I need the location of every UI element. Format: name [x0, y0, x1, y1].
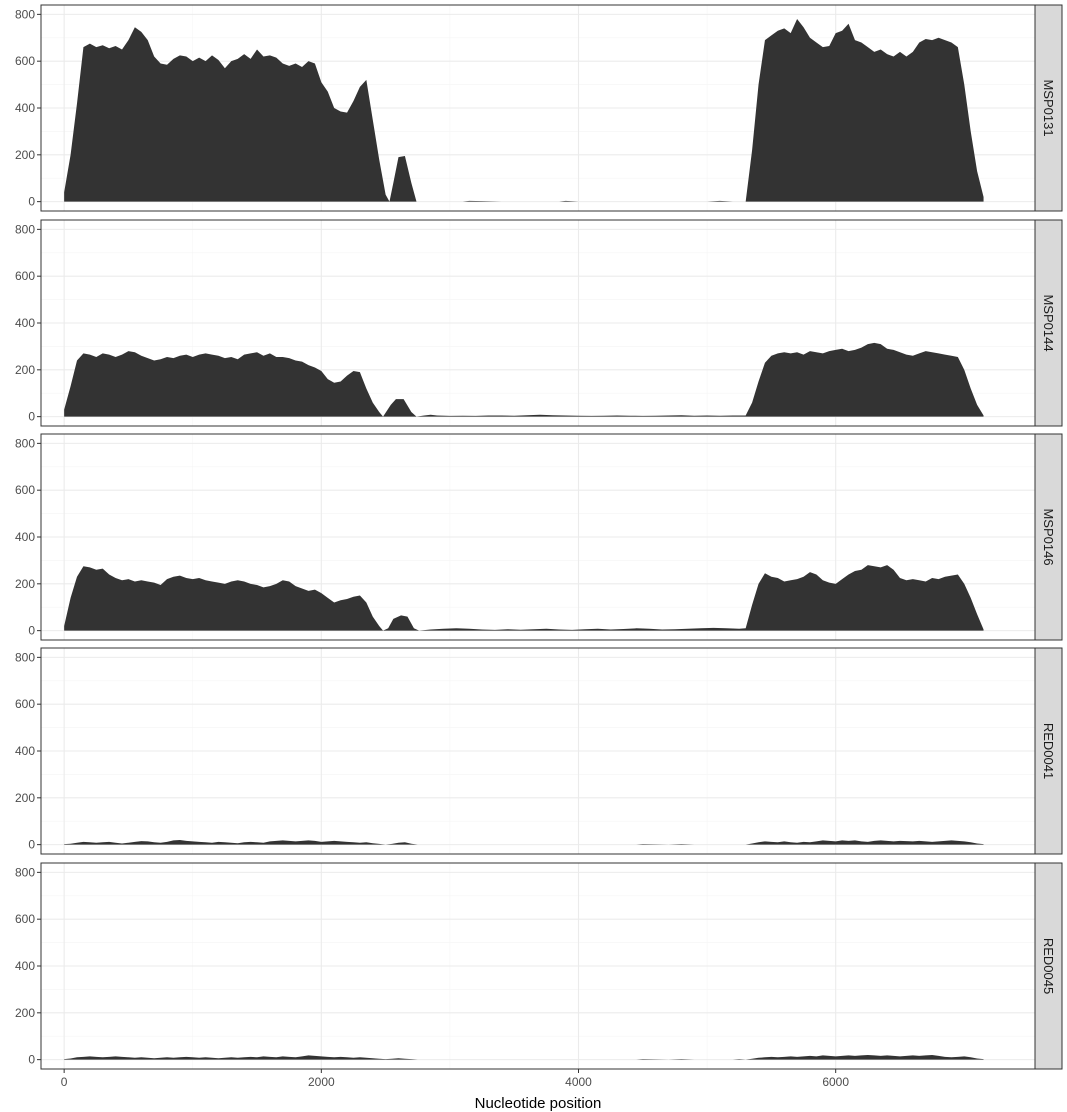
y-tick-label: 200: [15, 148, 35, 162]
y-tick-label: 0: [28, 1053, 35, 1067]
y-tick-label: 400: [15, 316, 35, 330]
y-tick-label: 800: [15, 436, 35, 450]
y-tick-label: 800: [15, 865, 35, 879]
y-tick-label: 0: [28, 195, 35, 209]
y-tick-label: 200: [15, 577, 35, 591]
facet-strip-label: MSP0144: [1041, 294, 1056, 351]
coverage-area-msp0131: [64, 19, 984, 202]
facet-panels: 0 200 400 600 800 MSP0131 0 200 400 600 800 MSP0144…: [15, 4, 1063, 1070]
y-tick-label: 600: [15, 912, 35, 926]
y-tick-label: 200: [15, 1006, 35, 1020]
y-tick-label: 600: [15, 54, 35, 68]
y-tick-label: 400: [15, 744, 35, 758]
y-tick-label: 0: [28, 410, 35, 424]
y-tick-label: 400: [15, 959, 35, 973]
facet-strip: [1034, 862, 1063, 1070]
facet-strip: [1034, 647, 1063, 855]
coverage-area-red0045: [64, 1054, 984, 1060]
y-tick-label: 600: [15, 269, 35, 283]
facet-strip: [1034, 219, 1063, 427]
y-tick-label: 800: [15, 222, 35, 236]
y-tick-label: 800: [15, 7, 35, 21]
y-tick-label: 400: [15, 101, 35, 115]
facet-panel-msp0146: 0 200 400 600 800 MSP0146: [15, 433, 1063, 641]
facet-strip-label: MSP0146: [1041, 508, 1056, 565]
x-axis-title: Nucleotide position: [475, 1095, 602, 1112]
y-tick-label: 600: [15, 483, 35, 497]
x-tick-label: 6000: [822, 1075, 849, 1089]
coverage-area-msp0144: [64, 342, 984, 417]
facet-strip: [1034, 433, 1063, 641]
y-tick-label: 800: [15, 650, 35, 664]
x-tick-label: 4000: [565, 1075, 592, 1089]
coverage-area-msp0146: [64, 565, 984, 631]
facet-strip-label: RED0041: [1041, 723, 1056, 779]
y-tick-label: 0: [28, 624, 35, 638]
y-tick-label: 600: [15, 697, 35, 711]
y-tick-label: 0: [28, 838, 35, 852]
y-tick-label: 400: [15, 530, 35, 544]
y-tick-label: 200: [15, 363, 35, 377]
facet-strip-label: MSP0131: [1041, 79, 1056, 136]
y-tick-label: 200: [15, 791, 35, 805]
x-tick-label: 2000: [308, 1075, 335, 1089]
facet-strip: [1034, 4, 1063, 212]
facet-strip-label: RED0045: [1041, 938, 1056, 994]
coverage-area-red0041: [64, 839, 984, 845]
facet-panel-msp0131: 0 200 400 600 800 MSP0131: [15, 4, 1063, 212]
x-tick-label: 0: [61, 1075, 68, 1089]
facet-panel-red0041: 0 200 400 600 800 RED0041: [15, 647, 1063, 855]
facet-panel-msp0144: 0 200 400 600 800 MSP0144: [15, 219, 1063, 427]
facet-panel-red0045: 0 200 400 600 800 RED0045: [15, 862, 1063, 1070]
x-axis: 0 2000 4000 6000: [61, 1069, 849, 1089]
